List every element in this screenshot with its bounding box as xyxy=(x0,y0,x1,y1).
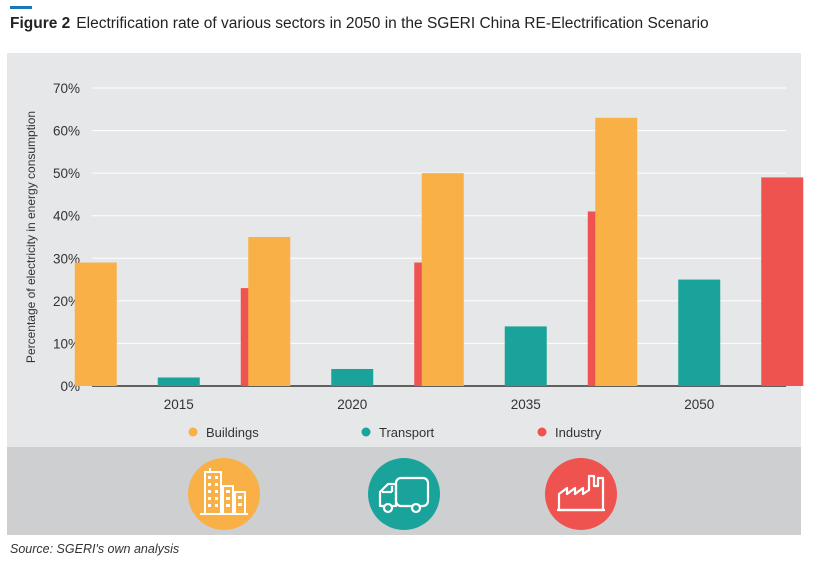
truck-icon xyxy=(368,458,440,530)
legend: Buildings Transport Industry xyxy=(188,425,602,440)
bar-transport-2035 xyxy=(504,326,547,386)
x-tick-label: 2015 xyxy=(164,397,194,412)
y-axis-label: Percentage of electricity in energy cons… xyxy=(24,111,38,363)
factory-icon xyxy=(545,458,617,530)
y-tick-label: 10% xyxy=(53,336,80,351)
x-tick-label: 2020 xyxy=(337,397,367,412)
bar-industry-2050 xyxy=(761,177,804,386)
y-tick-label: 30% xyxy=(53,251,80,266)
source-note: Source: SGERI's own analysis xyxy=(10,542,180,556)
bar-chart: 0%10%20%30%40%50%60%70% 2015 2020 2035 2050… xyxy=(24,81,804,440)
bar-transport-2015 xyxy=(157,377,200,386)
y-tick-label: 50% xyxy=(53,166,80,181)
legend-label-industry: Industry xyxy=(555,425,602,440)
y-tick-label: 70% xyxy=(53,81,80,96)
legend-marker-buildings xyxy=(188,427,198,437)
y-tick-labels: 0%10%20%30%40%50%60%70% xyxy=(53,81,80,394)
legend-marker-transport xyxy=(361,427,371,437)
bar-buildings-2020 xyxy=(248,237,291,386)
legend-label-transport: Transport xyxy=(379,425,435,440)
figure-title-text: Electrification rate of various sectors … xyxy=(76,15,709,32)
legend-label-buildings: Buildings xyxy=(206,425,259,440)
bar-transport-2050 xyxy=(678,279,721,386)
accent-line xyxy=(10,6,32,9)
x-tick-label: 2050 xyxy=(684,397,714,412)
x-tick-labels: 2015 2020 2035 2050 xyxy=(164,397,715,412)
x-tick-label: 2035 xyxy=(511,397,541,412)
bar-buildings-2050 xyxy=(595,117,638,387)
buildings-icon xyxy=(188,458,260,530)
chart-panel xyxy=(7,53,801,447)
bars xyxy=(74,117,804,387)
y-tick-label: 40% xyxy=(53,209,80,224)
bar-buildings-2035 xyxy=(421,173,464,386)
y-tick-label: 20% xyxy=(53,294,80,309)
y-tick-label: 60% xyxy=(53,124,80,139)
figure-label: Figure 2 xyxy=(10,15,71,32)
bar-transport-2020 xyxy=(331,368,374,386)
bar-buildings-2015 xyxy=(74,262,117,386)
legend-marker-industry xyxy=(537,427,547,437)
figure-title: Figure 2 Electrification rate of various … xyxy=(10,15,709,33)
